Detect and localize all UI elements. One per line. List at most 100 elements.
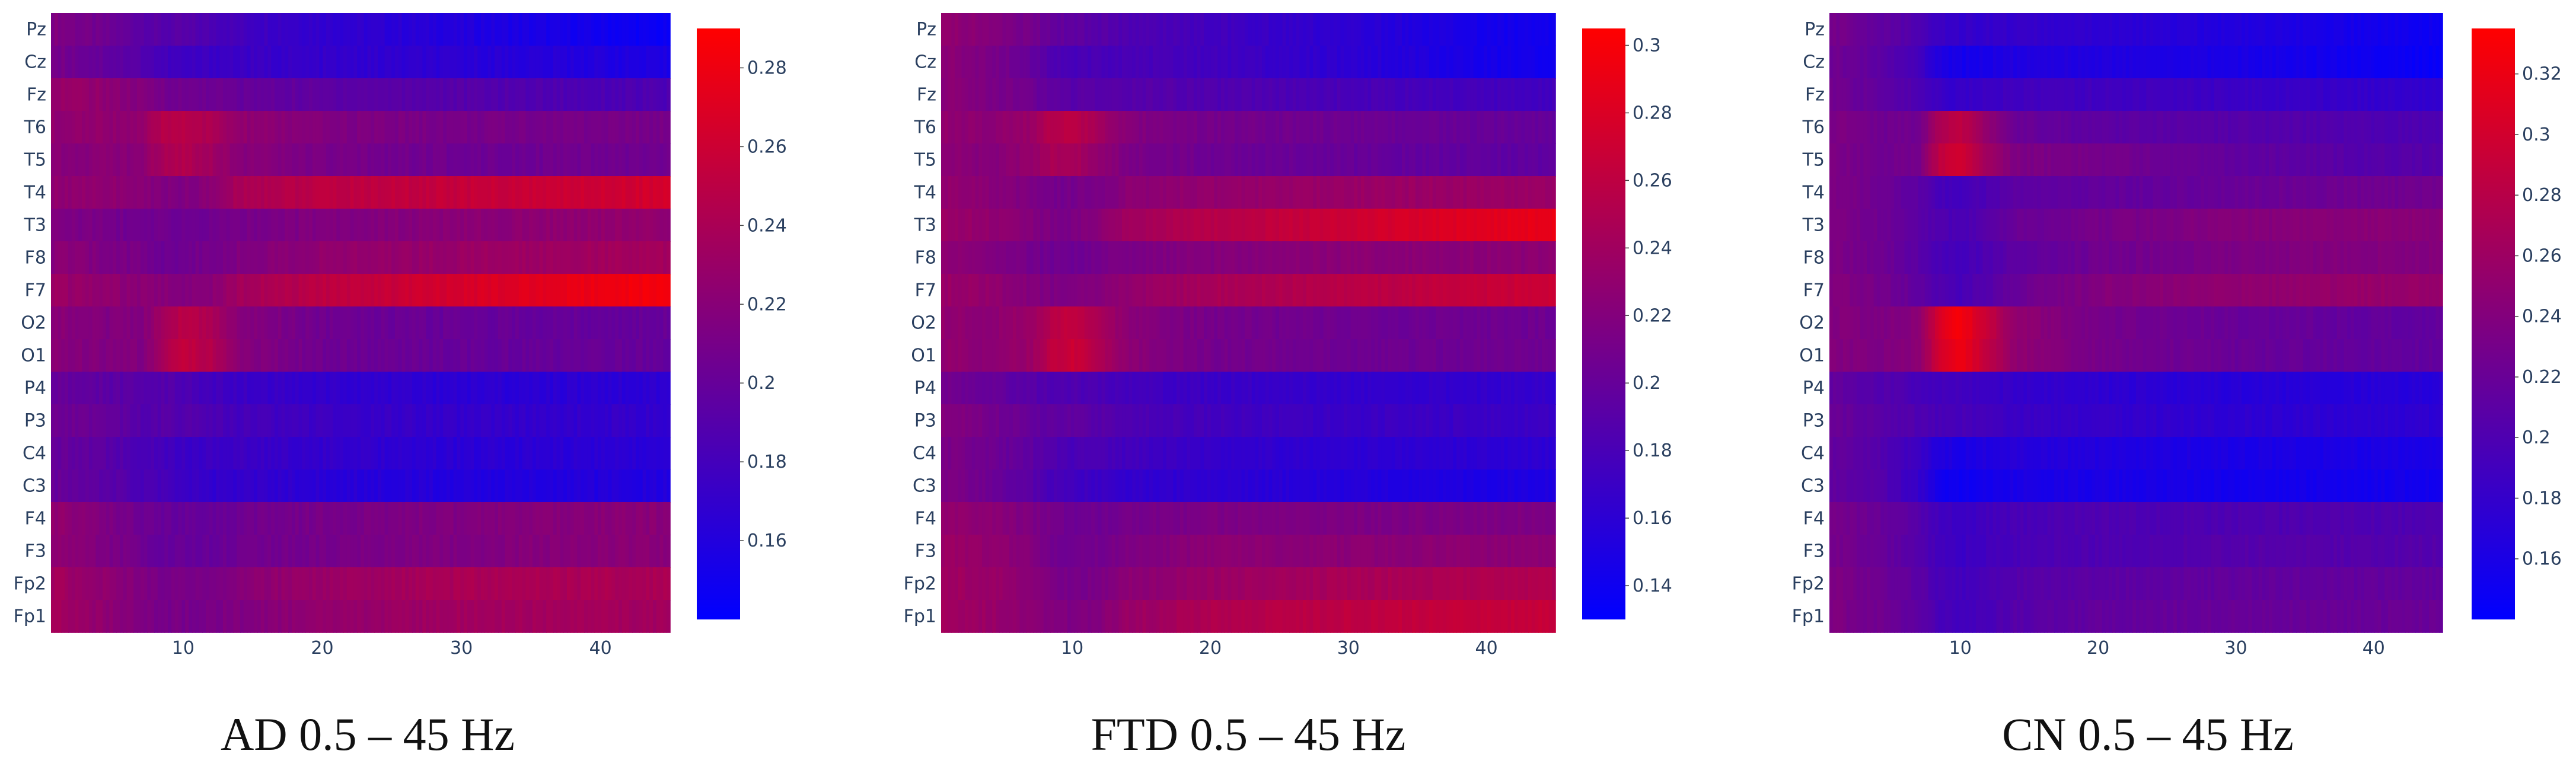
heatmap-cell [271, 306, 275, 340]
heatmap-cell [1292, 176, 1297, 209]
heatmap-cell [598, 306, 602, 340]
heatmap-cell [1319, 46, 1324, 79]
heatmap-cell [481, 241, 485, 274]
heatmap-cell [474, 404, 478, 437]
heatmap-cell [1179, 46, 1184, 79]
heatmap-cell [168, 78, 172, 111]
heatmap-cell [103, 306, 107, 340]
heatmap-cell [951, 274, 955, 307]
heatmap-cell [137, 502, 141, 535]
heatmap-cell [508, 404, 512, 437]
heatmap-cell [546, 13, 550, 46]
heatmap-cell [1012, 46, 1017, 79]
heatmap-cell [587, 143, 592, 177]
heatmap-cell [1364, 111, 1369, 144]
heatmap-cell [439, 502, 444, 535]
heatmap-cell [312, 469, 317, 503]
heatmap-cell [505, 111, 509, 144]
heatmap-cell [1265, 209, 1270, 242]
heatmap-cell [103, 372, 107, 405]
heatmap-cell [567, 274, 571, 307]
heatmap-cell [535, 306, 540, 340]
heatmap-cell [144, 241, 148, 274]
heatmap-cell [577, 209, 581, 242]
heatmap-cell [1136, 143, 1140, 177]
heatmap-cell [1047, 209, 1051, 242]
heatmap-cell [436, 176, 441, 209]
heatmap-cell [515, 469, 519, 503]
heatmap-cell [573, 46, 578, 79]
heatmap-cell [92, 143, 97, 177]
heatmap-cell [1128, 46, 1133, 79]
heatmap-cell [546, 502, 550, 535]
heatmap-cell [164, 600, 168, 633]
heatmap-cell [212, 404, 217, 437]
heatmap-cell [1070, 274, 1075, 307]
heatmap-cell [1047, 13, 1051, 46]
heatmap-cell [1074, 209, 1079, 242]
heatmap-cell [123, 241, 127, 274]
heatmap-cell [649, 437, 653, 470]
heatmap-cell [505, 274, 509, 307]
heatmap-cell [323, 339, 327, 372]
heatmap-cell [1033, 13, 1037, 46]
heatmap-cell [601, 535, 605, 568]
heatmap-cell [1224, 13, 1229, 46]
heatmap-cell [1088, 143, 1092, 177]
heatmap-cell [505, 143, 509, 177]
heatmap-cell [123, 176, 127, 209]
heatmap-cell [412, 437, 416, 470]
heatmap-cell [1330, 143, 1334, 177]
heatmap-cell [1497, 46, 1501, 79]
heatmap-cell [615, 274, 619, 307]
heatmap-cell [58, 241, 62, 274]
heatmap-cell [113, 78, 117, 111]
heatmap-cell [1146, 46, 1150, 79]
heatmap-cell [199, 13, 203, 46]
heatmap-cell [1279, 209, 1283, 242]
heatmap-cell [58, 502, 62, 535]
heatmap-cell [1268, 209, 1273, 242]
heatmap-cell [75, 111, 79, 144]
heatmap-cell [154, 437, 158, 470]
heatmap-cell [267, 600, 272, 633]
heatmap-cell [667, 600, 671, 633]
heatmap-cell [453, 78, 458, 111]
heatmap-cell [1459, 111, 1464, 144]
heatmap-cell [567, 535, 571, 568]
heatmap-cell [58, 535, 62, 568]
heatmap-cell [237, 306, 241, 340]
heatmap-cell [346, 241, 351, 274]
heatmap-cell [243, 404, 248, 437]
heatmap-cell [323, 600, 327, 633]
heatmap-cell [123, 111, 127, 144]
heatmap-cell [395, 502, 399, 535]
heatmap-cell [1224, 78, 1229, 111]
heatmap-cell [378, 535, 382, 568]
heatmap-cell [302, 535, 306, 568]
heatmap-cell [113, 46, 117, 79]
heatmap-cell [395, 143, 399, 177]
heatmap-cell [113, 404, 117, 437]
heatmap-cell [329, 143, 334, 177]
heatmap-cell [336, 600, 340, 633]
heatmap-cell [264, 46, 269, 79]
heatmap-cell [1053, 111, 1058, 144]
heatmap-cell [550, 176, 554, 209]
heatmap-cell [584, 502, 588, 535]
heatmap-cell [292, 306, 296, 340]
heatmap-cell [195, 306, 200, 340]
heatmap-cell [587, 78, 592, 111]
heatmap-cell [346, 339, 351, 372]
heatmap-cell [1306, 176, 1311, 209]
heatmap-cell [333, 567, 337, 600]
heatmap-cell [639, 209, 643, 242]
heatmap-cell [1156, 209, 1161, 242]
heatmap-cell [543, 502, 547, 535]
heatmap-cell [1251, 46, 1256, 79]
heatmap-cell [563, 339, 568, 372]
heatmap-cell [965, 143, 969, 177]
heatmap-cell [498, 176, 502, 209]
heatmap-cell [113, 600, 117, 633]
heatmap-cell [71, 13, 76, 46]
